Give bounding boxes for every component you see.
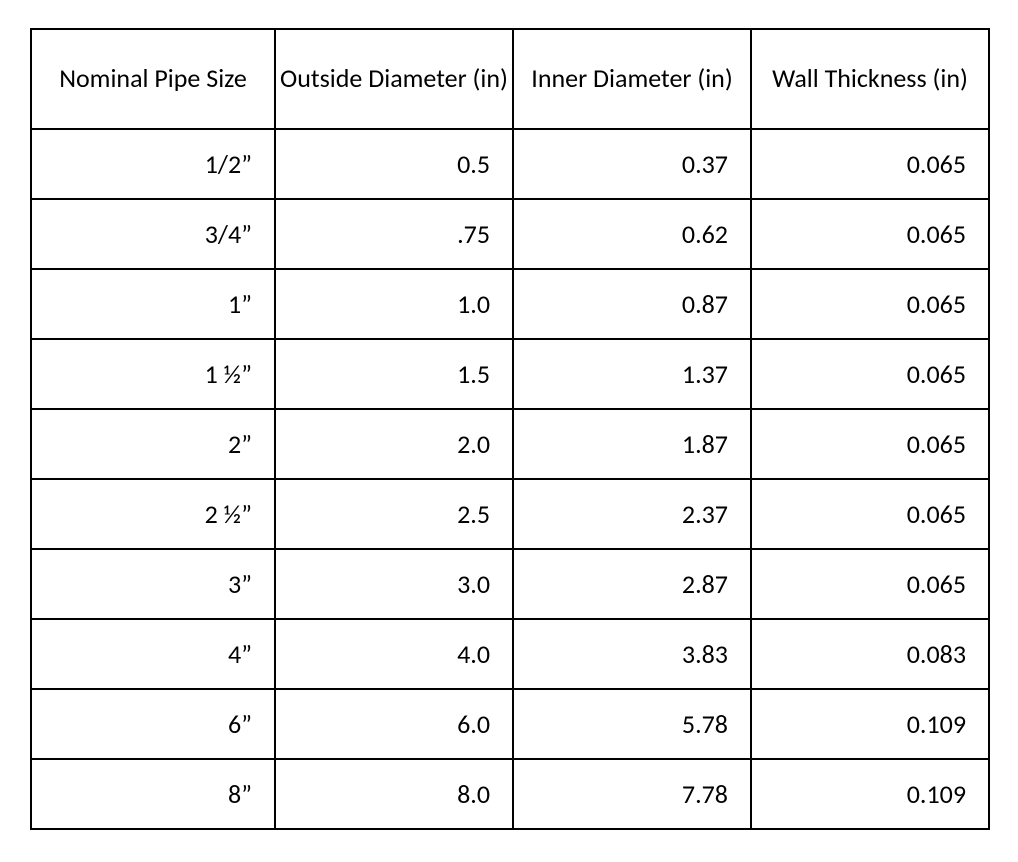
- cell-inner-diameter: 0.37: [513, 129, 751, 199]
- column-header: Outside Diameter (in): [275, 29, 513, 129]
- column-header: Nominal Pipe Size: [31, 29, 275, 129]
- cell-outside-diameter: 2.0: [275, 409, 513, 479]
- cell-outside-diameter: 0.5: [275, 129, 513, 199]
- cell-nominal-size: 3”: [31, 549, 275, 619]
- cell-inner-diameter: 2.37: [513, 479, 751, 549]
- table-row: 8” 8.0 7.78 0.109: [31, 759, 989, 829]
- cell-nominal-size: 1”: [31, 269, 275, 339]
- cell-wall-thickness: 0.065: [751, 479, 989, 549]
- cell-wall-thickness: 0.065: [751, 269, 989, 339]
- cell-inner-diameter: 1.37: [513, 339, 751, 409]
- cell-outside-diameter: 4.0: [275, 619, 513, 689]
- cell-inner-diameter: 5.78: [513, 689, 751, 759]
- table-row: 1” 1.0 0.87 0.065: [31, 269, 989, 339]
- cell-outside-diameter: 1.5: [275, 339, 513, 409]
- table-row: 4” 4.0 3.83 0.083: [31, 619, 989, 689]
- table-row: 2 ½” 2.5 2.37 0.065: [31, 479, 989, 549]
- cell-inner-diameter: 0.87: [513, 269, 751, 339]
- cell-inner-diameter: 0.62: [513, 199, 751, 269]
- table-row: 3” 3.0 2.87 0.065: [31, 549, 989, 619]
- cell-outside-diameter: .75: [275, 199, 513, 269]
- cell-nominal-size: 6”: [31, 689, 275, 759]
- cell-outside-diameter: 1.0: [275, 269, 513, 339]
- column-header: Inner Diameter (in): [513, 29, 751, 129]
- table-row: 3/4” .75 0.62 0.065: [31, 199, 989, 269]
- cell-inner-diameter: 2.87: [513, 549, 751, 619]
- cell-wall-thickness: 0.109: [751, 689, 989, 759]
- table-row: 1 ½” 1.5 1.37 0.065: [31, 339, 989, 409]
- cell-wall-thickness: 0.065: [751, 129, 989, 199]
- cell-wall-thickness: 0.065: [751, 339, 989, 409]
- cell-nominal-size: 3/4”: [31, 199, 275, 269]
- cell-wall-thickness: 0.065: [751, 199, 989, 269]
- pipe-dimensions-table: Nominal Pipe Size Outside Diameter (in) …: [30, 28, 990, 830]
- table-header-row: Nominal Pipe Size Outside Diameter (in) …: [31, 29, 989, 129]
- cell-outside-diameter: 6.0: [275, 689, 513, 759]
- cell-wall-thickness: 0.065: [751, 409, 989, 479]
- cell-nominal-size: 1 ½”: [31, 339, 275, 409]
- cell-nominal-size: 1/2”: [31, 129, 275, 199]
- cell-wall-thickness: 0.083: [751, 619, 989, 689]
- cell-nominal-size: 2”: [31, 409, 275, 479]
- cell-outside-diameter: 8.0: [275, 759, 513, 829]
- cell-wall-thickness: 0.109: [751, 759, 989, 829]
- table-row: 2” 2.0 1.87 0.065: [31, 409, 989, 479]
- cell-inner-diameter: 1.87: [513, 409, 751, 479]
- cell-outside-diameter: 2.5: [275, 479, 513, 549]
- cell-wall-thickness: 0.065: [751, 549, 989, 619]
- cell-outside-diameter: 3.0: [275, 549, 513, 619]
- cell-inner-diameter: 7.78: [513, 759, 751, 829]
- cell-nominal-size: 8”: [31, 759, 275, 829]
- cell-nominal-size: 2 ½”: [31, 479, 275, 549]
- table-row: 6” 6.0 5.78 0.109: [31, 689, 989, 759]
- table-row: 1/2” 0.5 0.37 0.065: [31, 129, 989, 199]
- cell-nominal-size: 4”: [31, 619, 275, 689]
- cell-inner-diameter: 3.83: [513, 619, 751, 689]
- column-header: Wall Thickness (in): [751, 29, 989, 129]
